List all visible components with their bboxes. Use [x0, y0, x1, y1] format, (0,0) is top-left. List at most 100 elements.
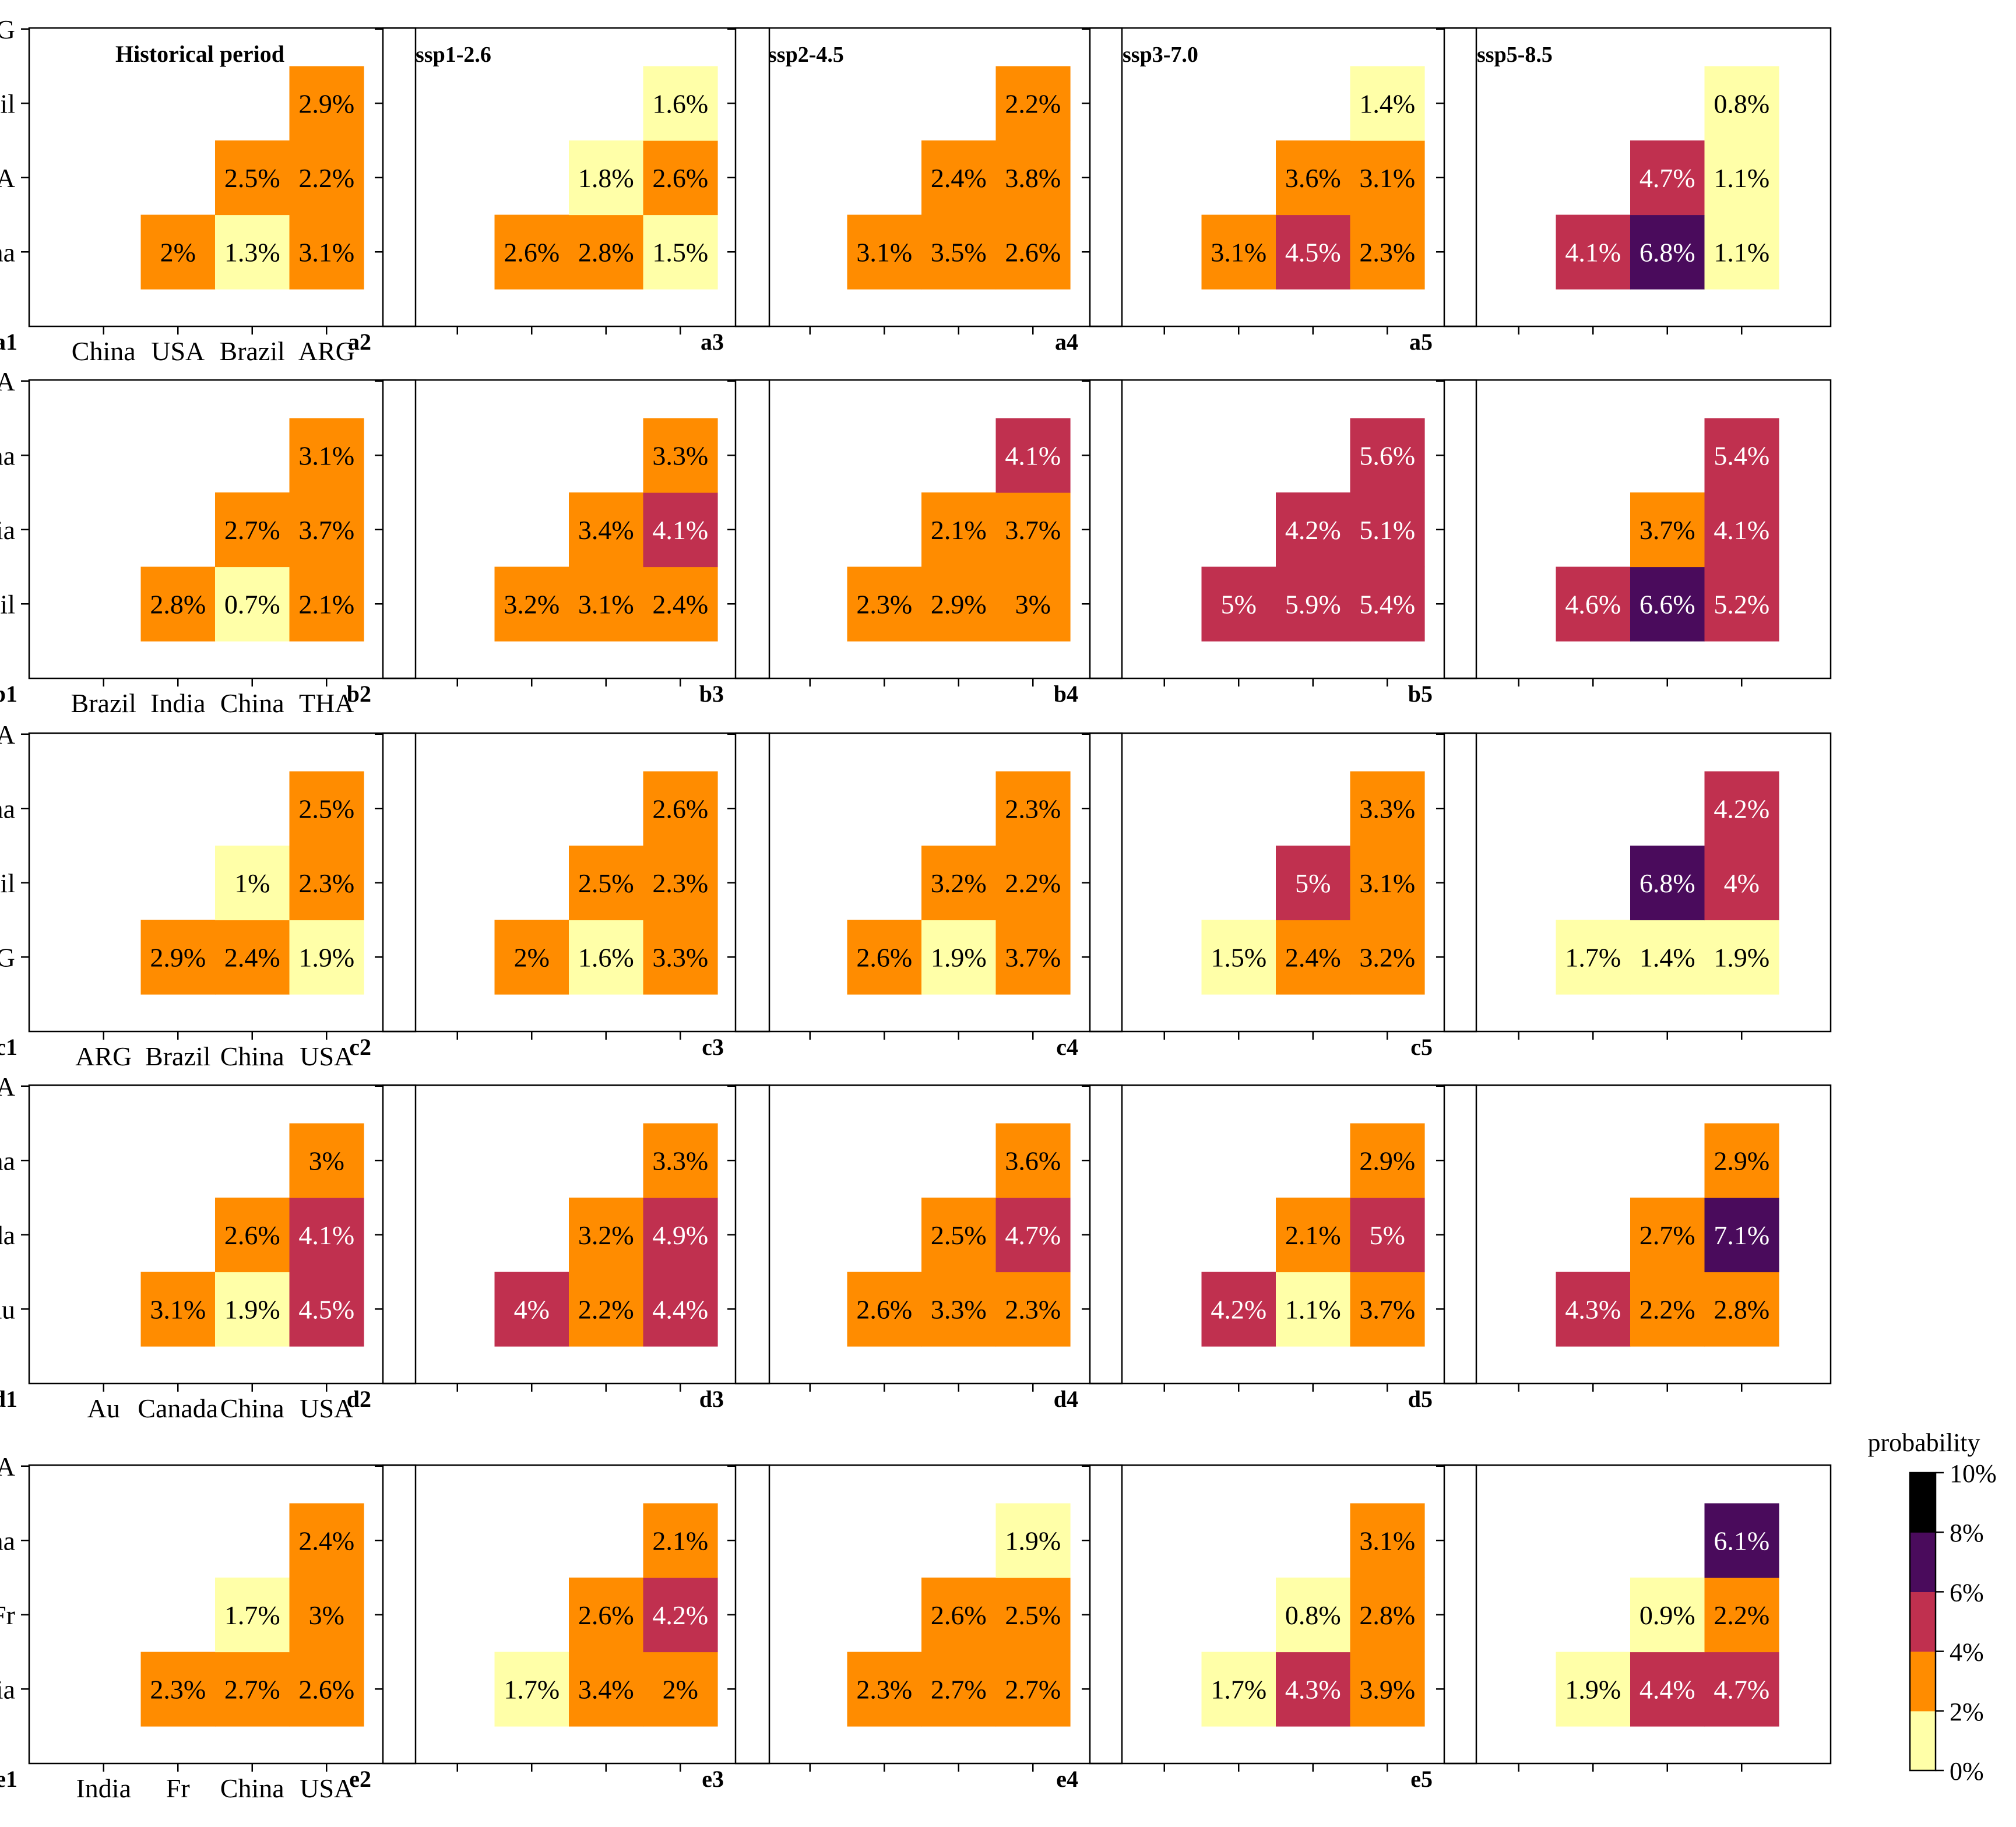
cell-value-label: 7.1%: [1714, 1220, 1769, 1250]
heatmap-cell: 2.3%: [1350, 214, 1425, 290]
cell-value-label: 5%: [1295, 868, 1331, 898]
heatmap-cell-rect: [1704, 1198, 1779, 1273]
cell-value-label: 2.4%: [931, 163, 987, 193]
cell-value-label: 3.6%: [1285, 163, 1341, 193]
heatmap-cell-rect: [215, 846, 290, 921]
heatmap-cell: 3.6%: [1276, 140, 1351, 216]
heatmap-cell: 2.6%: [995, 214, 1071, 290]
cell-value-label: 5%: [1370, 1220, 1405, 1250]
heatmap-cell-rect: [643, 1272, 718, 1347]
heatmap-cell: 1.9%: [995, 1503, 1071, 1578]
panel-b5: 4.6% 6.6% 5.2% 3.7% 4.1% 5.4% b5: [1408, 379, 1832, 707]
heatmap-cell-rect: [1704, 1578, 1779, 1653]
cell-value-label: 3%: [309, 1600, 344, 1630]
panel-label: a3: [701, 329, 724, 355]
heatmap-cell: 4.5%: [289, 1272, 364, 1347]
heatmap-cell: 2.6%: [569, 1578, 644, 1653]
x-tick-label: USA: [151, 336, 205, 366]
heatmap-cell: 3.2%: [494, 566, 569, 642]
colorbar-tick-label: 8%: [1950, 1519, 1984, 1547]
heatmap-cell: 4.4%: [643, 1272, 718, 1347]
heatmap-cell-rect: [995, 1123, 1071, 1198]
panel-d1: 3.1%1.9%4.5%2.6%4.1%3%AuAuCanadaCanadaCh…: [0, 1072, 417, 1423]
heatmap-cell-rect: [215, 1272, 290, 1347]
heatmap-cell-rect: [1704, 140, 1779, 216]
heatmap-cell: 3.9%: [1350, 1652, 1425, 1727]
panel-label: d1: [0, 1386, 17, 1412]
panel-a3: 3.1% 3.5% 2.6% 2.4% 3.8% 2.2% a3 ssp2-4.5: [701, 27, 1123, 355]
panel-c4: 1.5% 2.4% 3.2% 5% 3.1% 3.3% c4: [1056, 732, 1477, 1060]
heatmap-cell: 2.5%: [289, 771, 364, 846]
cell-value-label: 4.2%: [652, 1600, 708, 1630]
heatmap-cell: 3.2%: [1350, 920, 1425, 995]
heatmap-cell-rect: [921, 140, 997, 216]
cell-value-label: 2.9%: [1359, 1146, 1415, 1175]
heatmap-cell: 3%: [289, 1578, 364, 1653]
y-tick-label: Au: [0, 1294, 15, 1324]
heatmap-cell-rect: [140, 214, 216, 290]
y-tick-label: China: [0, 1146, 15, 1175]
heatmap-cell-rect: [1704, 1503, 1779, 1578]
y-tick-label: USA: [0, 720, 15, 749]
heatmap-cell: 3.1%: [569, 566, 644, 642]
y-tick-label: India: [0, 1674, 15, 1704]
heatmap-cell: 4.2%: [643, 1578, 718, 1653]
heatmap-cell: 5%: [1276, 846, 1351, 921]
heatmap-cell: 3.1%: [289, 214, 364, 290]
heatmap-cell: 2.8%: [569, 214, 644, 290]
cell-value-label: 3.6%: [1005, 1146, 1061, 1175]
x-tick-label: China: [220, 688, 284, 718]
cell-value-label: 5.6%: [1359, 441, 1415, 470]
heatmap-cell-rect: [1350, 66, 1425, 141]
heatmap-cell-rect: [995, 1198, 1071, 1273]
heatmap-cell-rect: [1630, 920, 1705, 995]
heatmap-cell-rect: [1201, 920, 1276, 995]
cell-value-label: 3.2%: [931, 868, 987, 898]
heatmap-cell: 0.8%: [1704, 66, 1779, 141]
heatmap-cell-rect: [1276, 920, 1351, 995]
cell-value-label: 1.7%: [1211, 1674, 1266, 1704]
cell-value-label: 2.3%: [1359, 237, 1415, 267]
cell-value-label: 0.7%: [224, 589, 280, 619]
heatmap-cell: 1.1%: [1276, 1272, 1351, 1347]
heatmap-cell: 5.1%: [1350, 492, 1425, 568]
heatmap-cell-rect: [1630, 492, 1705, 568]
heatmap-cell-rect: [847, 1652, 922, 1727]
heatmap-cell-rect: [1630, 214, 1705, 290]
heatmap-cell-rect: [643, 1123, 718, 1198]
heatmap-cell: 2.4%: [921, 140, 997, 216]
heatmap-cell: 0.8%: [1276, 1578, 1351, 1653]
heatmap-cell: 2.3%: [847, 1652, 922, 1727]
cell-value-label: 6.8%: [1639, 237, 1695, 267]
heatmap-cell-rect: [569, 1272, 644, 1347]
heatmap-cell-rect: [569, 920, 644, 995]
cell-value-label: 1.3%: [224, 237, 280, 267]
heatmap-cell-rect: [1276, 492, 1351, 568]
heatmap-cell: 2.3%: [847, 566, 922, 642]
cell-value-label: 2.4%: [224, 942, 280, 972]
heatmap-cell-rect: [643, 1652, 718, 1727]
heatmap-cell-rect: [643, 566, 718, 642]
cell-value-label: 4.6%: [1565, 589, 1621, 619]
cell-value-label: 2.1%: [1285, 1220, 1341, 1250]
heatmap-cell: 4%: [494, 1272, 569, 1347]
panel-e3: 2.3% 2.7% 2.7% 2.6% 2.5% 1.9% e3: [702, 1464, 1123, 1792]
cell-value-label: 4.1%: [1565, 237, 1621, 267]
colorbar-segment: [1910, 1651, 1936, 1712]
heatmap-cell-rect: [569, 1198, 644, 1273]
cell-value-label: 1.6%: [578, 942, 634, 972]
heatmap-cell-rect: [847, 566, 922, 642]
panel-d4: 4.2% 1.1% 3.7% 2.1% 5% 2.9% d4: [1054, 1084, 1477, 1412]
heatmap-cell-rect: [1630, 1198, 1705, 1273]
cell-value-label: 2.6%: [931, 1600, 987, 1630]
cell-value-label: 3.8%: [1005, 163, 1061, 193]
cell-value-label: 1.9%: [298, 942, 354, 972]
heatmap-cell: 1.1%: [1704, 140, 1779, 216]
cell-value-label: 2.3%: [652, 868, 708, 898]
y-tick-label: Brazil: [0, 589, 15, 619]
heatmap-cell-rect: [1350, 140, 1425, 216]
cell-value-label: 1.7%: [504, 1674, 560, 1704]
heatmap-cell-rect: [921, 920, 997, 995]
heatmap-cell: 3.1%: [847, 214, 922, 290]
panel-e5: 1.9% 4.4% 4.7% 0.9% 2.2% 6.1% e5: [1410, 1464, 1832, 1792]
